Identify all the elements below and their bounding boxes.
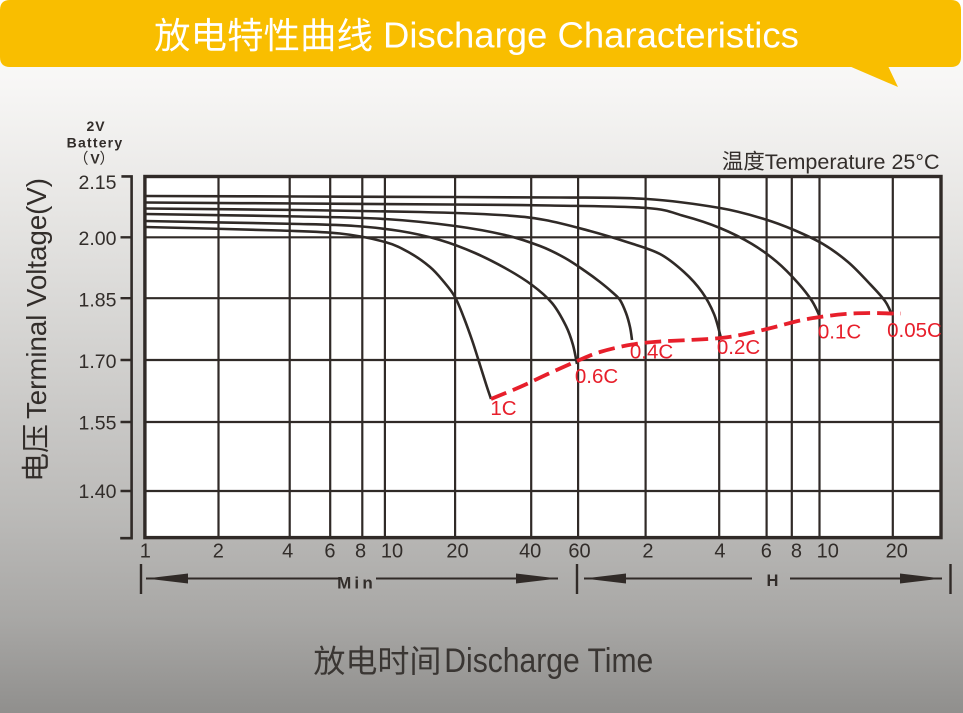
svg-text:Terminal Voltage(V): Terminal Voltage(V)	[21, 178, 52, 419]
svg-text:1.70: 1.70	[79, 351, 117, 373]
svg-text:40: 40	[519, 541, 541, 563]
svg-text:2V: 2V	[86, 118, 105, 134]
svg-text:0.05C: 0.05C	[887, 319, 942, 342]
svg-text:V: V	[90, 151, 100, 167]
svg-text:60: 60	[568, 541, 590, 563]
svg-text:1.40: 1.40	[79, 481, 117, 503]
svg-text:Discharge Characteristics: Discharge Characteristics	[383, 15, 799, 56]
svg-text:10: 10	[381, 541, 403, 563]
svg-text:Min: Min	[337, 573, 376, 592]
svg-text:4: 4	[282, 541, 293, 563]
svg-text:2.00: 2.00	[79, 228, 117, 250]
svg-text:0.6C: 0.6C	[575, 365, 618, 388]
svg-text:Battery: Battery	[67, 135, 124, 151]
svg-text:4: 4	[714, 541, 725, 563]
svg-text:1: 1	[140, 541, 151, 563]
svg-text:8: 8	[355, 541, 366, 563]
svg-text:1.85: 1.85	[79, 289, 117, 311]
svg-text:20: 20	[886, 541, 908, 563]
svg-text:2: 2	[213, 541, 224, 563]
svg-text:8: 8	[791, 541, 802, 563]
svg-text:10: 10	[817, 541, 839, 563]
svg-text:1.55: 1.55	[79, 412, 117, 434]
svg-text:2.15: 2.15	[79, 172, 117, 194]
svg-text:H: H	[767, 572, 779, 590]
svg-text:20: 20	[446, 541, 468, 563]
svg-text:0.1C: 0.1C	[818, 321, 861, 344]
svg-text:6: 6	[324, 541, 335, 563]
svg-text:Discharge Time: Discharge Time	[444, 642, 653, 680]
svg-text:1C: 1C	[490, 397, 516, 420]
svg-text:0.2C: 0.2C	[717, 336, 760, 359]
svg-text:2: 2	[642, 541, 653, 563]
svg-text:Temperature 25°C: Temperature 25°C	[765, 150, 940, 174]
svg-text:6: 6	[761, 541, 772, 563]
svg-text:0.4C: 0.4C	[630, 341, 673, 364]
